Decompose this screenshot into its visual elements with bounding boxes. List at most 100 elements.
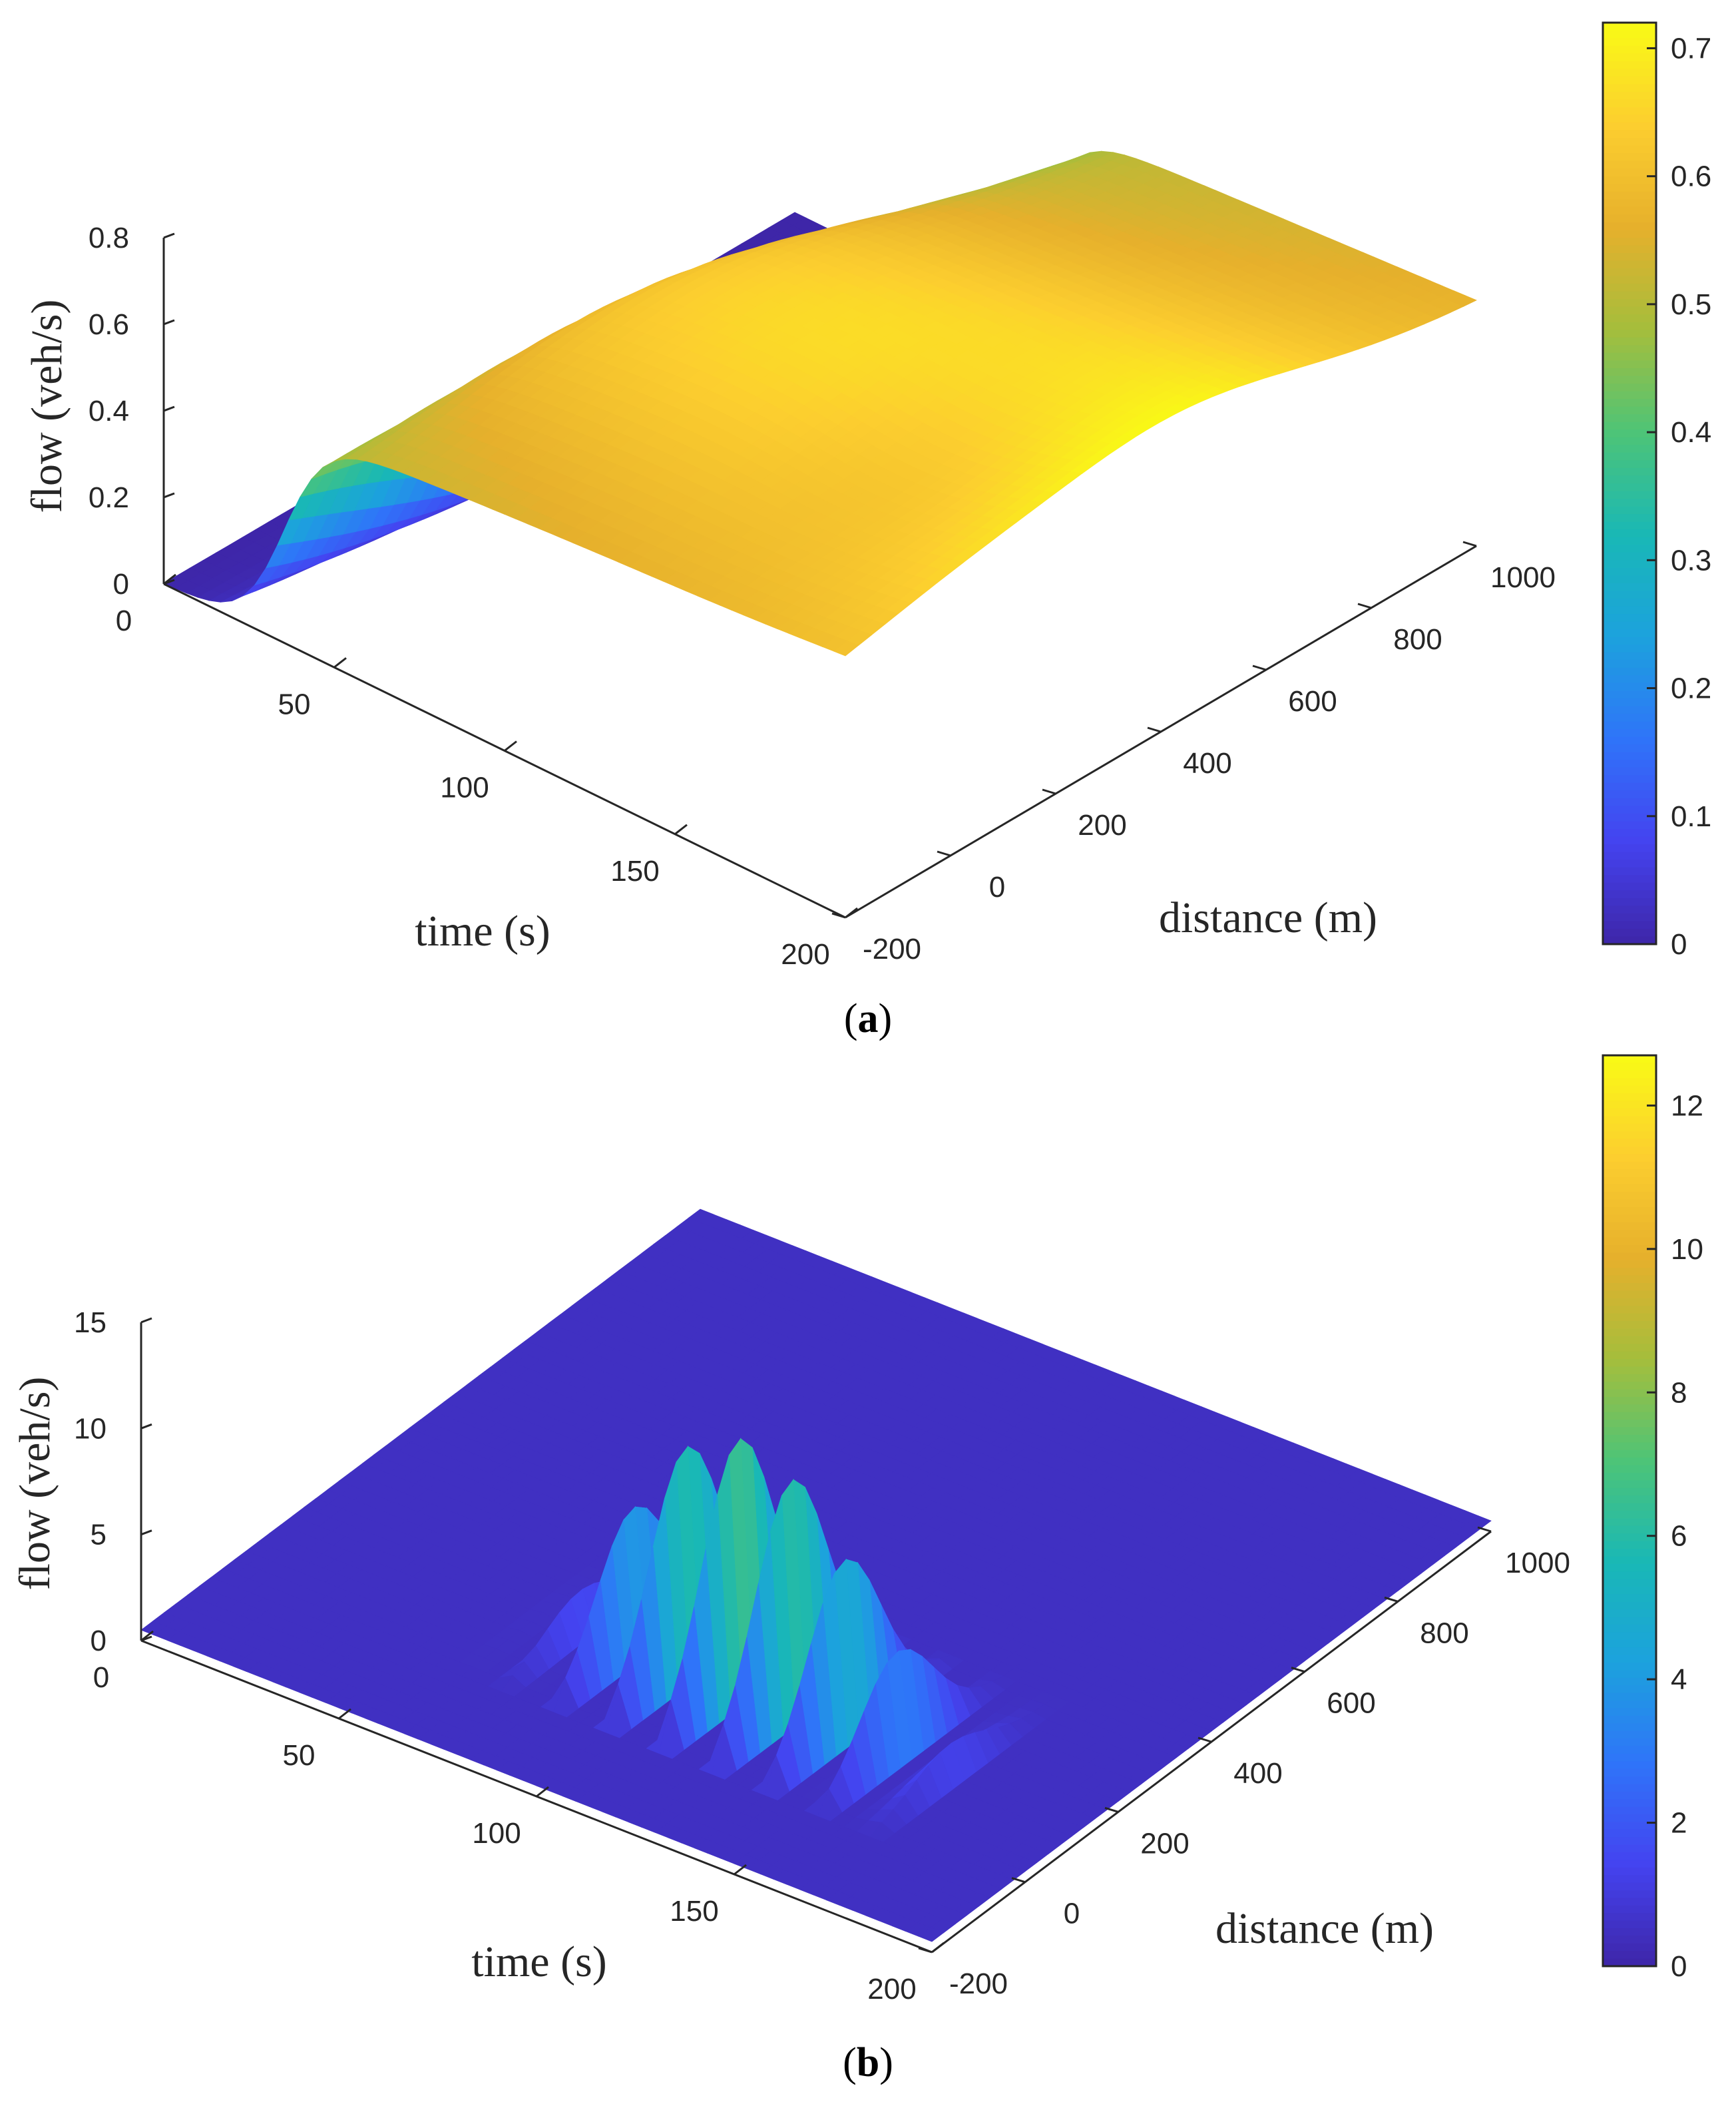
colorbar-segment (1603, 514, 1656, 523)
colorbar-segment (1603, 99, 1656, 108)
colorbar-segment (1603, 906, 1656, 914)
colorbar-segment (1603, 1108, 1656, 1117)
colorbar-segment (1603, 399, 1656, 407)
colorbar-segment (1603, 1480, 1656, 1489)
colorbar-segment (1603, 1723, 1656, 1732)
colorbar-segment (1603, 775, 1656, 784)
colorbar-tick-label: 0.6 (1671, 160, 1711, 193)
colorbar-segment (1603, 1382, 1656, 1390)
colorbar-segment (1603, 1260, 1656, 1268)
colorbar-segment (1603, 45, 1656, 54)
y-tick-mark (1147, 726, 1162, 733)
colorbar-segment (1603, 844, 1656, 853)
colorbar-segment (1603, 1609, 1656, 1618)
colorbar-segment (1603, 184, 1656, 192)
colorbar-segment (1603, 913, 1656, 921)
colorbar-segment (1603, 714, 1656, 722)
colorbar-segment (1603, 1404, 1656, 1413)
colorbar-segment (1603, 284, 1656, 292)
colorbar-segment (1603, 291, 1656, 300)
colorbar-segment (1603, 91, 1656, 100)
colorbar-segment (1603, 276, 1656, 284)
colorbar-segment (1603, 61, 1656, 69)
y-tick-mark (1357, 603, 1372, 609)
colorbar-segment (1603, 1875, 1656, 1884)
colorbar-segment (1603, 736, 1656, 745)
colorbar-segment (1603, 53, 1656, 62)
colorbar-segment (1603, 429, 1656, 438)
colorbar-segment (1603, 1715, 1656, 1724)
colorbar-segment (1603, 268, 1656, 277)
colorbar-segment (1603, 1495, 1656, 1504)
z-tick-mark (163, 319, 175, 326)
colorbar-segment (1603, 1784, 1656, 1792)
colorbar-segment (1603, 667, 1656, 676)
colorbar-segment (1603, 1123, 1656, 1132)
colorbar-segment (1603, 591, 1656, 599)
colorbar-segment (1603, 1571, 1656, 1580)
colorbar-segment (1603, 660, 1656, 668)
colorbar-segment (1603, 1549, 1656, 1557)
colorbar-segment (1603, 1563, 1656, 1572)
colorbar-segment (1603, 1101, 1656, 1109)
colorbar-segment (1603, 1936, 1656, 1944)
colorbar-segment (1603, 1275, 1656, 1284)
colorbar-segment (1603, 1290, 1656, 1299)
colorbar-segment (1603, 506, 1656, 515)
colorbar-segment (1603, 1283, 1656, 1291)
colorbar-segment (1603, 391, 1656, 399)
y-tick-label: 400 (1183, 747, 1231, 780)
colorbar-tick-label: 0 (1671, 1950, 1687, 1983)
x-tick-mark (674, 824, 688, 835)
colorbar-segment (1603, 475, 1656, 484)
colorbar-segment (1603, 1177, 1656, 1185)
colorbar-segment (1603, 360, 1656, 369)
colorbar-segment (1603, 345, 1656, 354)
colorbar-segment (1603, 1169, 1656, 1177)
colorbar-segment (1603, 1313, 1656, 1322)
colorbar-segment (1603, 537, 1656, 545)
colorbar-segment (1603, 652, 1656, 660)
y-tick-mark (937, 850, 951, 857)
colorbar-segment (1603, 1328, 1656, 1337)
z-tick-mark (163, 405, 175, 412)
colorbar-segment (1603, 145, 1656, 154)
colorbar-segment (1603, 406, 1656, 415)
colorbar-segment (1603, 752, 1656, 760)
y-tick-label: -200 (863, 933, 921, 965)
colorbar-segment (1603, 1435, 1656, 1443)
y-tick-label: 1000 (1490, 561, 1556, 594)
colorbar-segment (1603, 767, 1656, 776)
colorbar-segment (1603, 1070, 1656, 1079)
colorbar-segment (1603, 1374, 1656, 1382)
colorbar-segment (1603, 1116, 1656, 1125)
colorbar-segment (1603, 1822, 1656, 1830)
caption-a: (a) (844, 996, 892, 1041)
x-tick-mark (845, 907, 858, 919)
colorbar-frame (1602, 1054, 1657, 1968)
colorbar-segment (1603, 645, 1656, 653)
colorbar-segment (1603, 168, 1656, 177)
colorbar-segment (1603, 1556, 1656, 1565)
colorbar-segment (1603, 682, 1656, 691)
colorbar-tick-label: 2 (1671, 1807, 1687, 1840)
colorbar-segment (1603, 1154, 1656, 1163)
colorbar-segment (1603, 299, 1656, 308)
colorbar-segment (1603, 23, 1656, 31)
colorbar-segment (1603, 1420, 1656, 1428)
colorbar-segment (1603, 1655, 1656, 1663)
colorbar-segment (1603, 452, 1656, 461)
y-tick-mark (1252, 664, 1267, 671)
colorbar-segment (1603, 760, 1656, 768)
colorbar-segment (1603, 698, 1656, 707)
z-tick-mark (163, 232, 175, 239)
colorbar-segment (1603, 237, 1656, 246)
colorbar-segment (1603, 1920, 1656, 1929)
colorbar-segment (1603, 829, 1656, 838)
colorbar-segment (1603, 1867, 1656, 1876)
z-axis-label: flow (veh/s) (23, 300, 71, 513)
colorbar-segment (1603, 1207, 1656, 1215)
colorbar-segment (1603, 368, 1656, 377)
x-tick-label: 100 (440, 772, 489, 804)
colorbar-segment (1603, 76, 1656, 85)
